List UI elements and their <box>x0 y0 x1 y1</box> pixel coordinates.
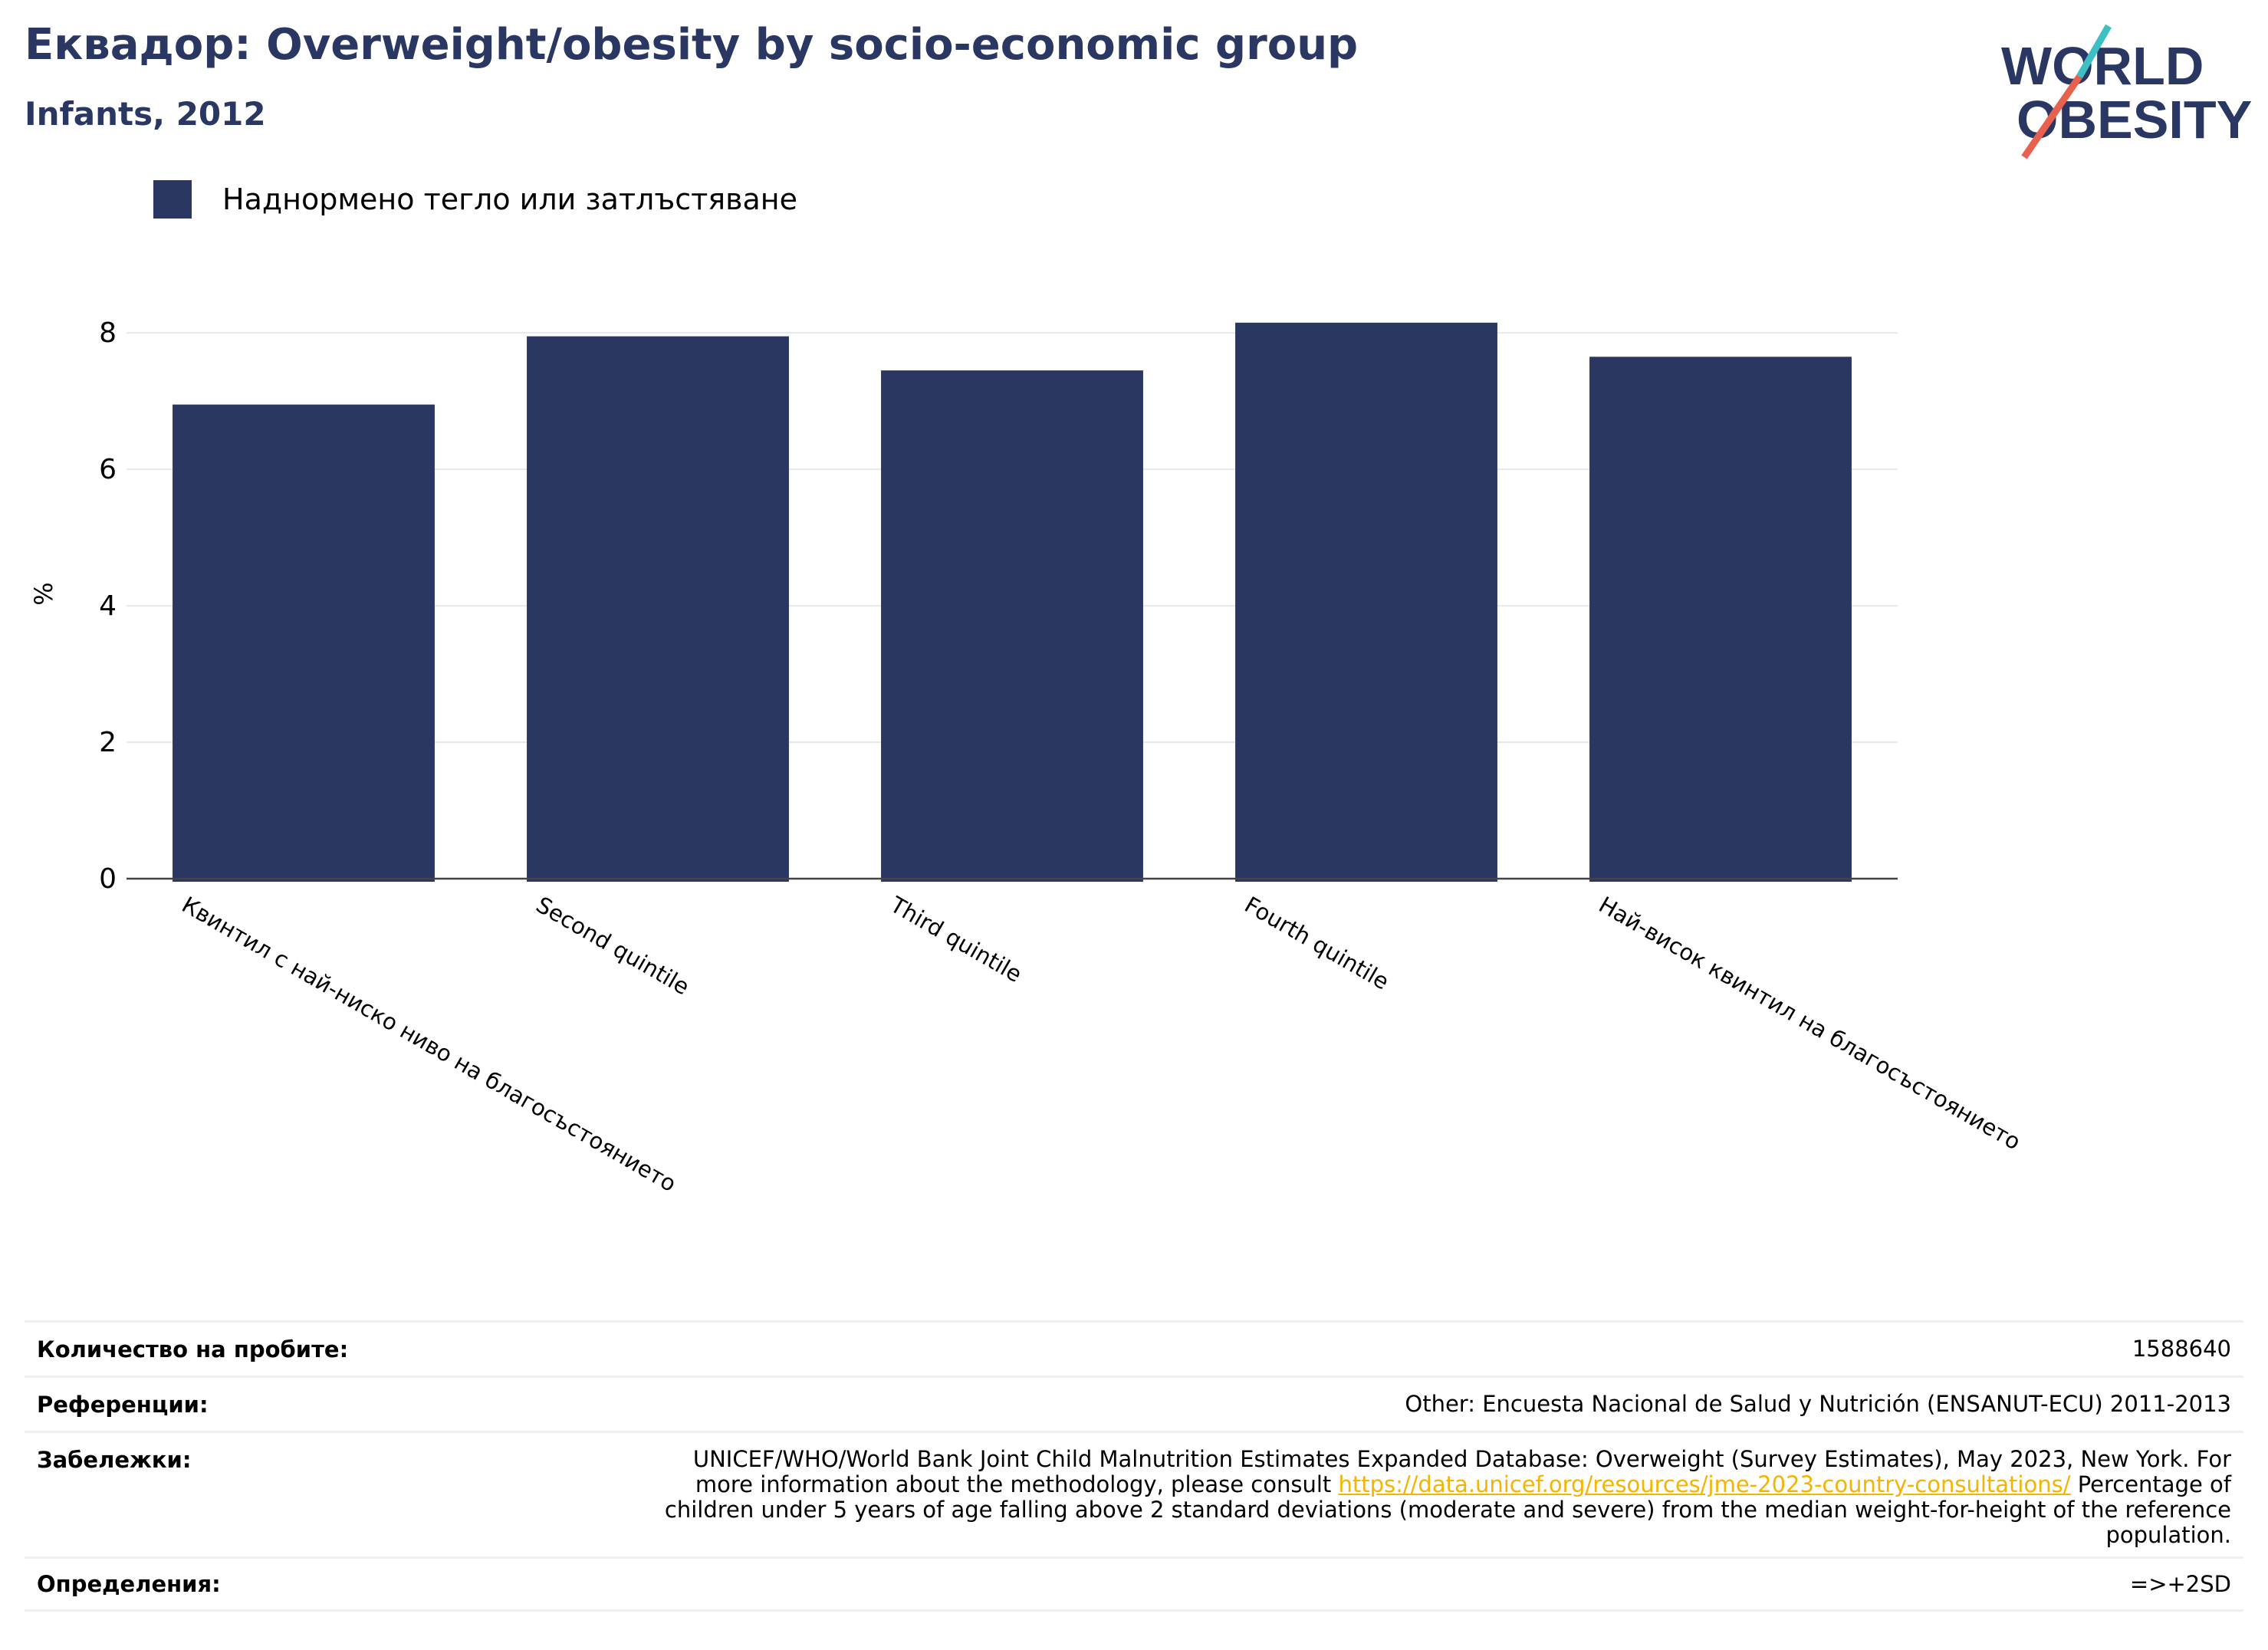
chart-title: Еквадор: Overweight/obesity by socio-eco… <box>25 20 1359 70</box>
x-tick-label: Third quintile <box>886 891 1027 988</box>
remarks-line-1: UNICEF/WHO/World Bank Joint Child Malnut… <box>692 1446 2231 1472</box>
methodology-link[interactable]: https://data.unicef.org/resources/jme-20… <box>1338 1471 2071 1497</box>
remarks-value: UNICEF/WHO/World Bank Joint Child Malnut… <box>665 1447 2231 1548</box>
samples-value: 1588640 <box>2132 1336 2231 1362</box>
definitions-value: =>+2SD <box>2129 1570 2231 1597</box>
remarks-line-2-post: Percentage of <box>2077 1471 2231 1497</box>
references-value: Other: Encuesta Nacional de Salud y Nutr… <box>1405 1391 2231 1417</box>
samples-label: Количество на пробите: <box>37 1336 349 1362</box>
samples-row: Количество на пробите: 1588640 <box>25 1320 2243 1376</box>
logo-line1: WORLD <box>2001 36 2204 96</box>
legend-label: Наднормено тегло или затлъстяване <box>222 182 797 216</box>
remarks-line-2-pre: more information about the methodology, … <box>695 1471 1332 1497</box>
legend[interactable]: Наднормено тегло или затлъстяване <box>153 179 797 219</box>
logo-line2: OBESITY <box>2017 90 2252 150</box>
remarks-line-4: population. <box>2105 1522 2231 1548</box>
bar[interactable] <box>173 404 435 882</box>
bar[interactable] <box>881 370 1143 882</box>
remarks-row: Забележки: UNICEF/WHO/World Bank Joint C… <box>25 1431 2243 1556</box>
y-tick-label: 0 <box>99 863 117 895</box>
x-tick-labels: Квинтил с най-ниско ниво на благосъстоян… <box>178 891 2026 1197</box>
bar[interactable] <box>527 336 789 882</box>
bars <box>173 322 1852 883</box>
y-tick-labels: 0 2 4 6 8 <box>99 317 117 895</box>
y-tick-label: 8 <box>99 317 117 349</box>
references-label: Референции: <box>37 1391 209 1418</box>
chart-subtitle: Infants, 2012 <box>25 95 266 133</box>
y-tick-label: 2 <box>99 727 117 758</box>
logo-slash-red <box>2021 74 2082 159</box>
bar[interactable] <box>1589 357 1852 882</box>
remarks-line-2: more information about the methodology, … <box>665 1472 2231 1497</box>
y-axis-label: % <box>29 582 58 605</box>
remarks-label: Забележки: <box>37 1447 192 1473</box>
legend-swatch <box>153 180 192 219</box>
y-tick-label: 4 <box>99 590 117 622</box>
x-tick-label: Най-висок квинтил на благосъстоянието <box>1595 892 2026 1155</box>
notes-table: Количество на пробите: 1588640 Референци… <box>25 1320 2243 1612</box>
bar-chart: 0 2 4 6 8 Квинтил с най-ниско ниво на благос… <box>29 317 2026 1197</box>
remarks-line-3: children under 5 years of age falling ab… <box>664 1497 2231 1523</box>
world-obesity-logo: WORLD OBESITY <box>2001 24 2252 159</box>
x-tick-label: Second quintile <box>532 892 694 1001</box>
x-tick-label: Fourth quintile <box>1241 892 1394 995</box>
bar[interactable] <box>1235 322 1497 883</box>
references-row: Референции: Other: Encuesta Nacional de … <box>25 1376 2243 1431</box>
y-tick-label: 6 <box>99 454 117 485</box>
definitions-label: Определения: <box>37 1571 221 1597</box>
logo-slash-teal <box>2076 24 2112 79</box>
definitions-row: Определения: =>+2SD <box>25 1556 2243 1612</box>
